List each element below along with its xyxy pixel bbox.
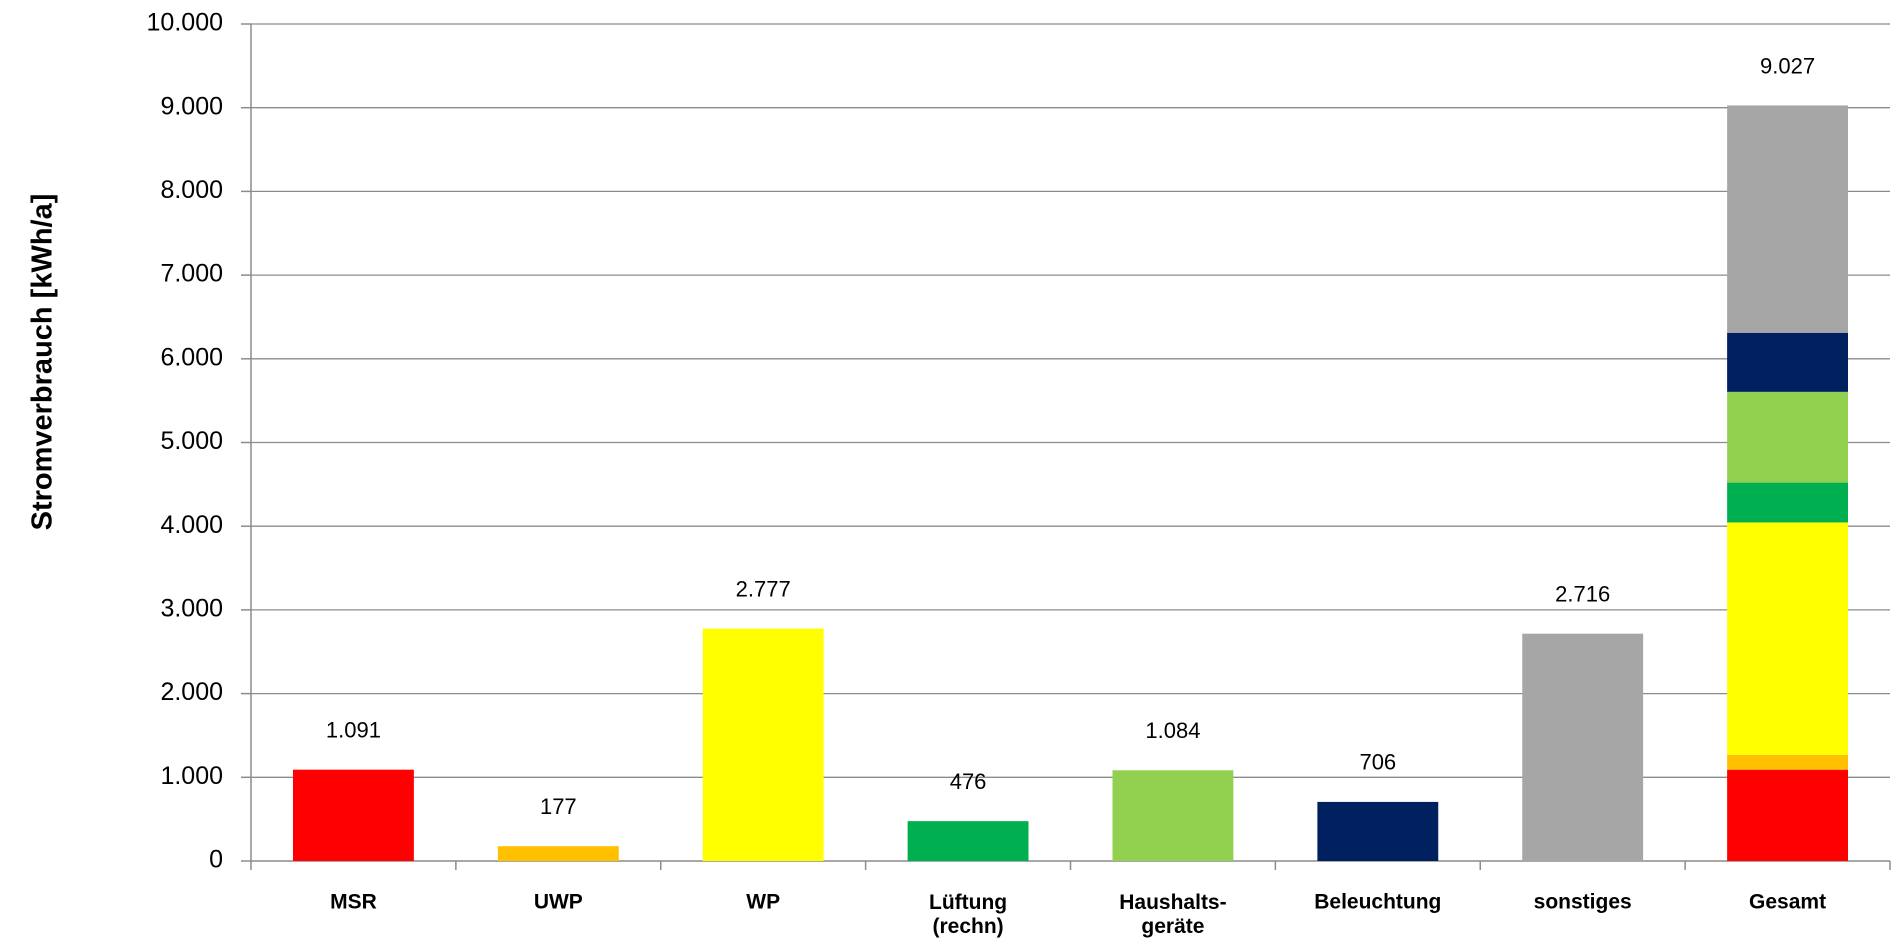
- stack-segment: [1727, 332, 1849, 392]
- bar: [907, 821, 1029, 861]
- bar: [497, 846, 619, 861]
- y-tick-label: 9.000: [160, 92, 223, 120]
- bar: [1317, 801, 1439, 861]
- x-tick-label: Gesamt: [1749, 891, 1826, 914]
- data-label: 706: [1359, 750, 1396, 775]
- stack-segment: [1727, 522, 1849, 755]
- stack-segment: [1727, 769, 1849, 861]
- x-tick-label: Haushalts-geräte: [1119, 891, 1226, 938]
- stack-segment: [1727, 391, 1849, 483]
- data-label: 1.084: [1145, 718, 1200, 743]
- y-tick-label: 5.000: [160, 427, 223, 455]
- stack-segment: [1727, 482, 1849, 523]
- x-tick-label: WP: [746, 891, 780, 914]
- y-axis-label: Stromverbrauch [kWh/a]: [27, 194, 59, 531]
- y-tick-label: 10.000: [147, 9, 223, 37]
- x-tick-label: sonstiges: [1534, 891, 1632, 914]
- bar: [1112, 770, 1234, 861]
- stack-segment: [1727, 754, 1849, 770]
- bar: [292, 769, 414, 861]
- data-label: 2.777: [736, 576, 791, 601]
- data-label: 9.027: [1760, 53, 1815, 78]
- stack-segment: [1727, 105, 1849, 333]
- data-label: 2.716: [1555, 581, 1610, 606]
- y-tick-label: 6.000: [160, 343, 223, 371]
- y-tick-label: 1.000: [160, 762, 223, 790]
- data-label: 177: [540, 794, 577, 819]
- x-tick-label: MSR: [330, 891, 377, 914]
- data-label: 476: [950, 769, 987, 794]
- y-tick-label: 4.000: [160, 511, 223, 539]
- y-tick-label: 2.000: [160, 678, 223, 706]
- y-tick-label: 3.000: [160, 595, 223, 623]
- data-label: 1.091: [326, 717, 381, 742]
- x-tick-label: Lüftung (rechn): [929, 891, 1007, 938]
- y-tick-label: 0: [209, 846, 223, 874]
- x-tick-label: UWP: [534, 891, 583, 914]
- y-tick-label: 8.000: [160, 176, 223, 204]
- y-tick-label: 7.000: [160, 260, 223, 288]
- bar: [1522, 633, 1644, 861]
- x-tick-label: Beleuchtung: [1314, 891, 1441, 914]
- bar: [702, 628, 824, 861]
